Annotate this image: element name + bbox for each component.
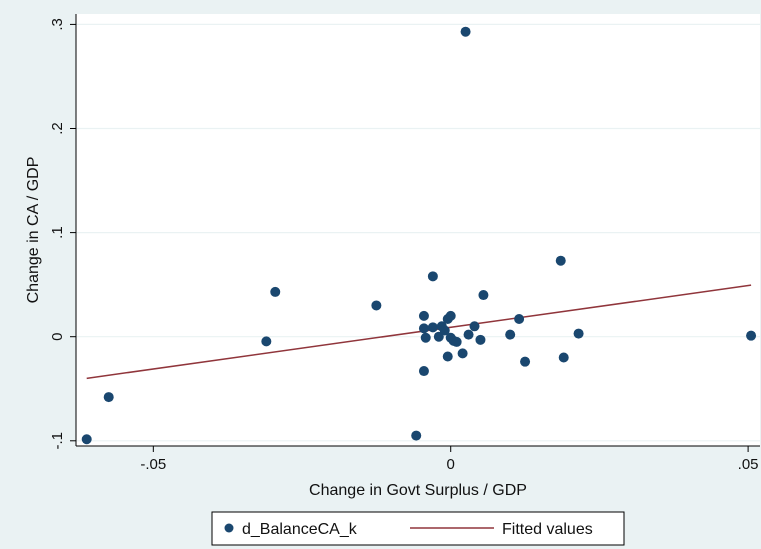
data-point-28 — [514, 314, 525, 325]
x-tick-label-2: .05 — [738, 456, 759, 473]
data-point-21 — [457, 348, 468, 359]
axes: -.1 0 .1 .2 .3 -.05 0 .05 — [49, 14, 760, 473]
data-point-0 — [81, 434, 92, 445]
data-point-7 — [418, 310, 429, 321]
fitted-line-layer — [86, 284, 752, 380]
data-point-4 — [371, 300, 382, 311]
data-point-26 — [478, 290, 489, 301]
data-point-24 — [469, 321, 480, 332]
data-point-20 — [451, 336, 462, 347]
y-tick-label-0: -.1 — [49, 432, 66, 450]
data-point-29 — [520, 356, 531, 367]
data-point-1 — [103, 392, 114, 403]
y-axis-title: Change in CA / GDP — [25, 157, 42, 304]
data-point-33 — [746, 330, 757, 341]
data-point-11 — [427, 271, 438, 282]
data-point-2 — [261, 336, 272, 347]
y-tick-label-4: .3 — [49, 18, 66, 31]
x-tick-label-1: 0 — [447, 456, 455, 473]
legend-marker-scatter — [224, 523, 234, 533]
scatter-points-layer — [81, 26, 757, 445]
y-tick-label-2: .1 — [49, 226, 66, 239]
data-point-10 — [427, 322, 438, 333]
legend-label-fitted: Fitted values — [502, 521, 593, 538]
data-point-32 — [573, 328, 584, 339]
x-axis-title: Change in Govt Surplus / GDP — [309, 482, 527, 499]
data-point-17 — [445, 310, 456, 321]
y-tick-label-3: .2 — [49, 122, 66, 135]
data-point-27 — [505, 329, 516, 340]
data-point-15 — [442, 351, 453, 362]
data-point-6 — [418, 366, 429, 377]
data-point-25 — [475, 334, 486, 345]
x-tick-label-0: -.05 — [140, 456, 166, 473]
legend: d_BalanceCA_k Fitted values — [211, 511, 625, 546]
data-point-23 — [463, 329, 474, 340]
data-point-31 — [558, 352, 569, 363]
plot-area — [76, 14, 760, 446]
data-point-12 — [433, 331, 444, 342]
data-point-5 — [411, 430, 422, 441]
data-point-14 — [439, 325, 450, 336]
data-point-9 — [420, 332, 431, 343]
y-tick-label-1: 0 — [49, 333, 66, 341]
data-point-8 — [418, 323, 429, 334]
data-point-3 — [270, 286, 281, 297]
data-point-22 — [460, 26, 471, 37]
data-point-30 — [555, 255, 566, 266]
fitted-values-line — [86, 284, 752, 380]
legend-label-scatter: d_BalanceCA_k — [242, 521, 358, 538]
grid-lines — [76, 23, 760, 442]
